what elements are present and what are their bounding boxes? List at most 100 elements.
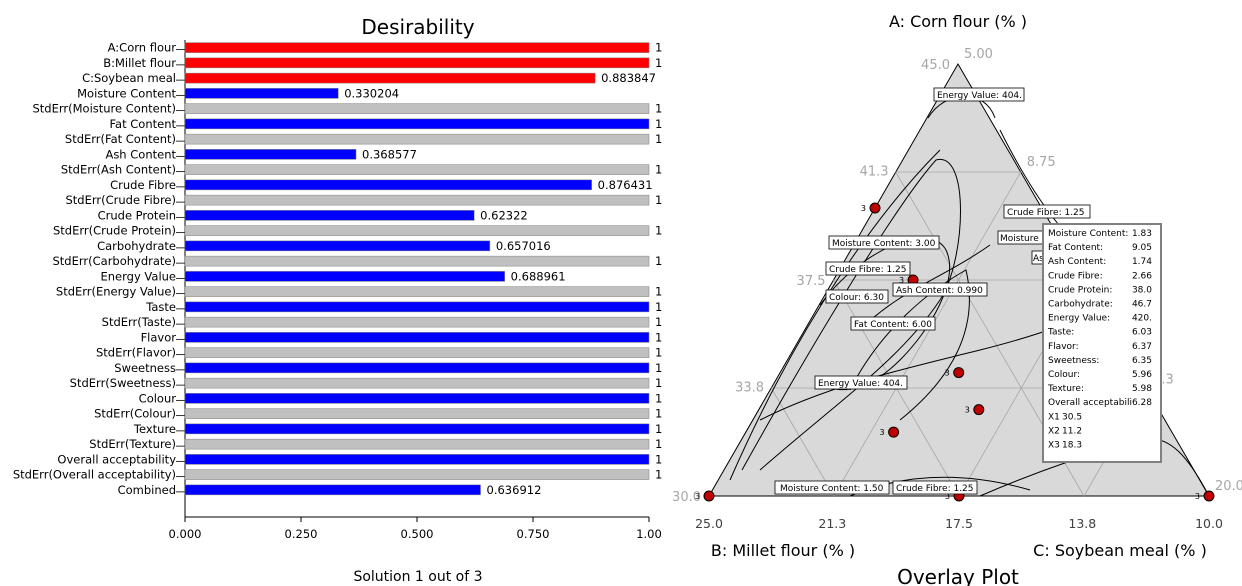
x-tick-label: 0.000 [169, 527, 202, 541]
svg-text:Crude Fibre: 1.25: Crude Fibre: 1.25 [829, 265, 907, 275]
prediction-name: Fat Content: [1048, 243, 1103, 253]
b-tick-label: 10.0 [1195, 516, 1223, 531]
grid-line-b [770, 387, 835, 497]
prediction-rows: Moisture Content: 1.83 Fat Content: 9.05 Ash… [1047, 229, 1152, 451]
svg-text:Ash Content: 0.990: Ash Content: 0.990 [896, 286, 983, 296]
category-label: Fat Content [109, 117, 176, 131]
contour-label: Moisture Content: 3.00 [828, 235, 940, 250]
bar-value-label: 1 [655, 132, 662, 146]
bar-value-label: 1 [655, 56, 662, 70]
b-tick-label: 21.3 [818, 516, 846, 531]
contour-label: Crude Fibre: 1.25 [1003, 204, 1091, 219]
bar-value-label: 1 [655, 41, 662, 55]
prediction-box [1042, 223, 1162, 463]
bar [184, 255, 650, 267]
bar [184, 301, 650, 313]
prediction-value: 5.96 [1132, 370, 1152, 380]
design-point-label: 3 [695, 492, 700, 501]
design-point-label: 3 [899, 276, 904, 285]
prediction-value: 30.5 [1062, 412, 1082, 422]
svg-text:As: As [1033, 254, 1044, 264]
prediction-name: Carbohydrate: [1048, 300, 1113, 310]
prediction-name: X2 [1048, 426, 1060, 436]
prediction-name: Moisture Content: [1048, 229, 1128, 239]
category-label: Flavor [141, 330, 177, 344]
bar-value-label: 1 [655, 468, 662, 482]
x-axis-ticks: 0.000 0.250 0.500 0.750 1.00 [169, 517, 662, 541]
category-label: StdErr(Colour) [94, 407, 176, 421]
b-tick-label: 13.8 [1068, 516, 1096, 531]
category-label: Texture [133, 422, 176, 436]
category-label: StdErr(Taste) [102, 315, 176, 329]
bar [184, 194, 650, 206]
bar-value-label: 1 [655, 224, 662, 238]
bar [184, 469, 650, 480]
bar-value-label: 1 [655, 376, 662, 390]
bar [184, 118, 650, 130]
design-point [869, 202, 881, 214]
grid-line-c [833, 171, 1022, 497]
desirability-chart: Desirability A:Corn flour 1 B:Millet flour… [13, 15, 663, 585]
prediction-value: 6.37 [1132, 342, 1152, 352]
category-label: Carbohydrate [97, 239, 176, 253]
design-point [953, 367, 965, 379]
design-point-label: 3 [1195, 492, 1200, 501]
bar [184, 316, 650, 328]
prediction-name: Texture: [1047, 384, 1084, 394]
bar [184, 225, 650, 236]
apex-b-label: B: Millet flour (% ) [711, 541, 855, 560]
svg-text:Moisture: Moisture [1000, 234, 1039, 244]
category-label: B:Millet flour [103, 56, 176, 70]
bar-value-label: 1 [655, 422, 662, 436]
a-tick-label: 45.0 [921, 58, 950, 73]
prediction-name: Taste: [1047, 328, 1074, 338]
prediction-value: 18.3 [1062, 441, 1082, 451]
x-tick-label: 0.750 [517, 527, 550, 541]
category-label: StdErr(Energy Value) [56, 285, 176, 299]
ternary-tick-labels: 45.0 41.3 37.5 33.8 30.0 25.0 21.3 17.5 13.8 10.0… [672, 47, 1242, 531]
contour-moisture-left [729, 149, 941, 481]
overlay-plot-title: Overlay Plot [897, 565, 1019, 586]
bar [184, 362, 650, 374]
a-tick-label: 37.5 [797, 274, 826, 289]
contour-ash [849, 269, 970, 421]
bar [184, 332, 650, 343]
prediction-name: Colour: [1048, 370, 1080, 380]
design-point-label: 3 [965, 406, 970, 415]
category-label: Moisture Content [77, 86, 176, 100]
prediction-name: Flavor: [1048, 342, 1079, 352]
bar-value-label: 0.62322 [480, 208, 528, 222]
category-label: StdErr(Crude Fibre) [65, 193, 176, 207]
svg-text:Energy Value: 404.: Energy Value: 404. [818, 379, 903, 389]
design-point [1203, 490, 1215, 502]
contour-label: Fat Content: 6.00 [850, 316, 936, 331]
prediction-name: Crude Fibre: [1048, 271, 1103, 281]
bar-value-label: 0.330204 [344, 86, 399, 100]
bar [184, 72, 596, 84]
svg-text:Fat Content: 6.00: Fat Content: 6.00 [854, 320, 932, 330]
prediction-value: 38.0 [1132, 285, 1152, 295]
bar-value-label: 1 [655, 346, 662, 360]
bar [184, 377, 650, 389]
bar [184, 408, 650, 419]
prediction-name: Energy Value: [1048, 314, 1110, 324]
svg-text:Crude Fibre: 1.25: Crude Fibre: 1.25 [896, 484, 974, 494]
category-label: StdErr(Overall acceptability) [13, 468, 176, 482]
category-label: StdErr(Fat Content) [65, 132, 176, 146]
bar-value-label: 0.876431 [598, 178, 653, 192]
contour-label: Ash Content: 0.990 [892, 282, 988, 297]
category-label: Overall acceptability [57, 452, 176, 466]
bar [184, 57, 650, 69]
bar-series: A:Corn flour 1 B:Millet flour 1 C:Soybean me… [13, 41, 663, 497]
category-label: Sweetness [114, 361, 176, 375]
bar [184, 88, 339, 99]
a-tick-label: 30.0 [672, 490, 701, 505]
bar [184, 271, 505, 282]
contour-label: Energy Value: 404. [933, 87, 1025, 102]
category-label: StdErr(Crude Protein) [53, 224, 176, 238]
category-label: Ash Content [105, 147, 176, 161]
contour-label: Crude Fibre: 1.25 [825, 261, 911, 276]
bar [184, 133, 650, 145]
category-label: C:Soybean meal [82, 71, 176, 85]
x-tick-label: 0.250 [285, 527, 318, 541]
